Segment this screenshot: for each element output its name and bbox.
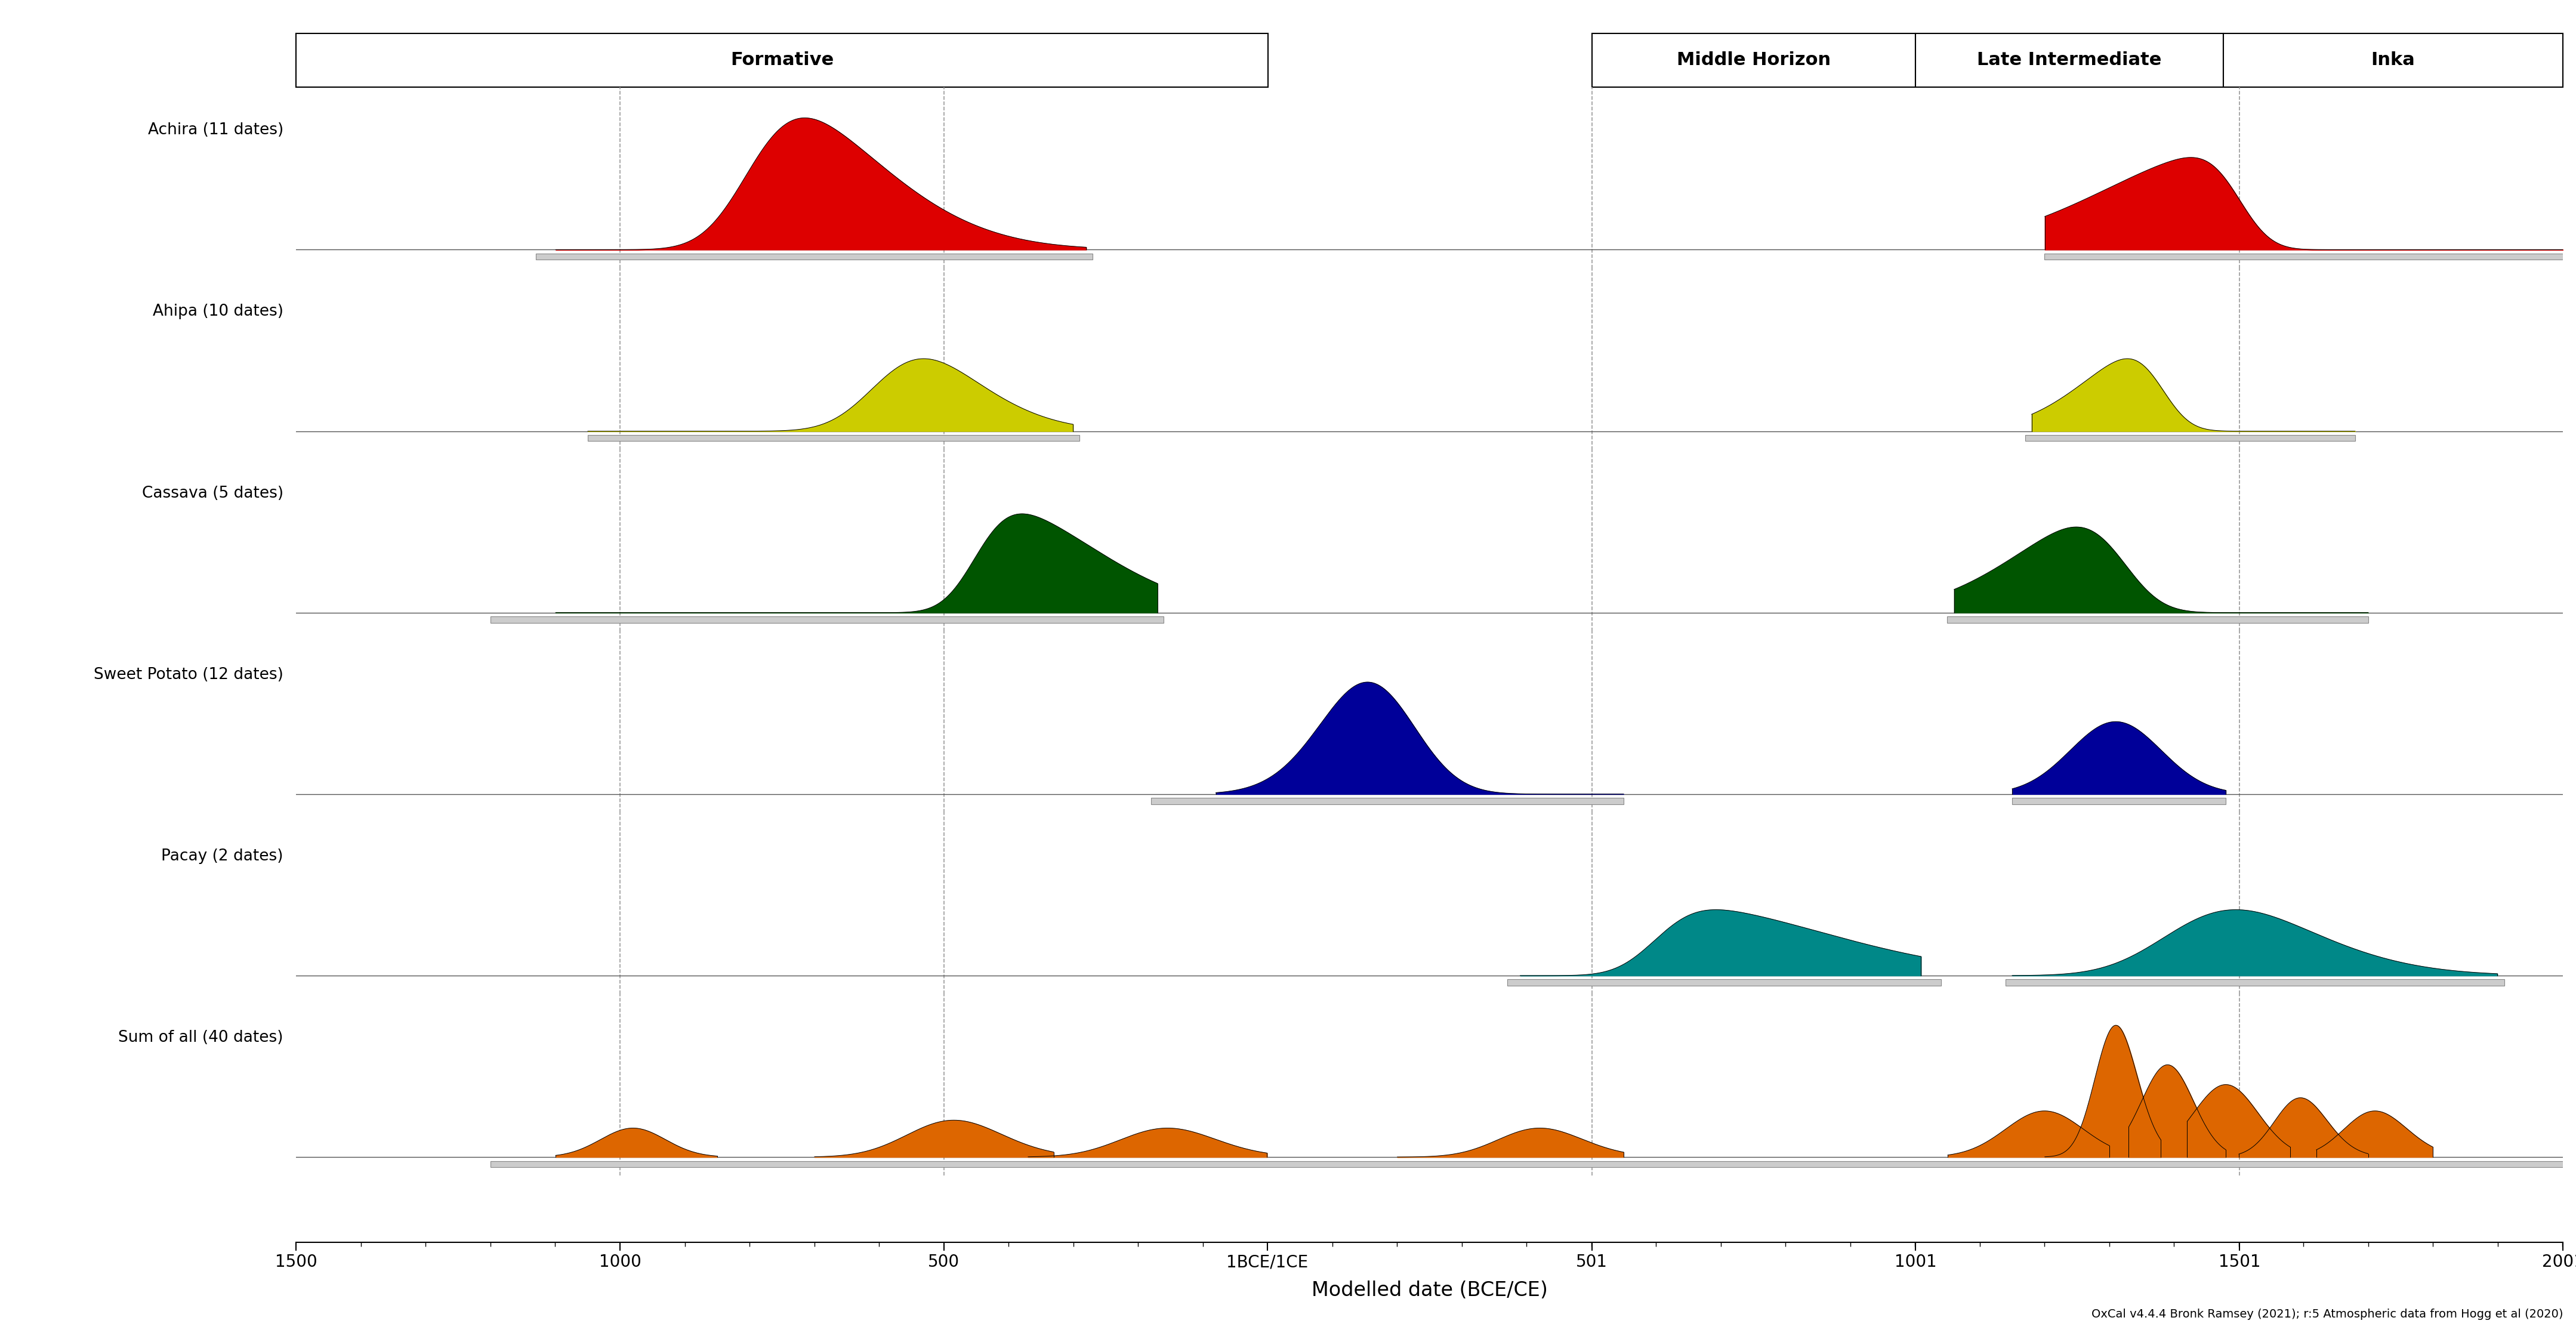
Bar [587,436,1079,441]
Bar [489,616,1164,623]
Bar [2007,979,2504,986]
Bar [1917,33,2223,87]
Bar [1151,798,1623,804]
Text: Sum of all (40 dates): Sum of all (40 dates) [118,1030,283,1045]
X-axis label: Modelled date (BCE/CE): Modelled date (BCE/CE) [1311,1280,1548,1300]
Text: OxCal v4.4.4 Bronk Ramsey (2021); r:5 Atmospheric data from Hogg et al (2020): OxCal v4.4.4 Bronk Ramsey (2021); r:5 At… [2092,1309,2563,1320]
Text: Inka: Inka [2370,52,2416,68]
Text: Sweet Potato (12 dates): Sweet Potato (12 dates) [93,667,283,683]
Text: Formative: Formative [732,52,835,68]
Text: Achira (11 dates): Achira (11 dates) [147,123,283,138]
Bar [1592,33,1917,87]
Bar [2025,436,2354,441]
Bar [2045,254,2563,259]
Bar [2012,798,2226,804]
Text: Pacay (2 dates): Pacay (2 dates) [162,848,283,864]
Bar [489,1161,2563,1168]
Text: Cassava (5 dates): Cassava (5 dates) [142,485,283,501]
Bar [536,254,1092,259]
Text: Ahipa (10 dates): Ahipa (10 dates) [152,305,283,319]
Bar [1507,979,1940,986]
Text: Late Intermediate: Late Intermediate [1978,52,2161,68]
Bar [296,33,1267,87]
Bar [1947,616,2367,623]
Text: Middle Horizon: Middle Horizon [1677,52,1832,68]
Bar [2223,33,2563,87]
